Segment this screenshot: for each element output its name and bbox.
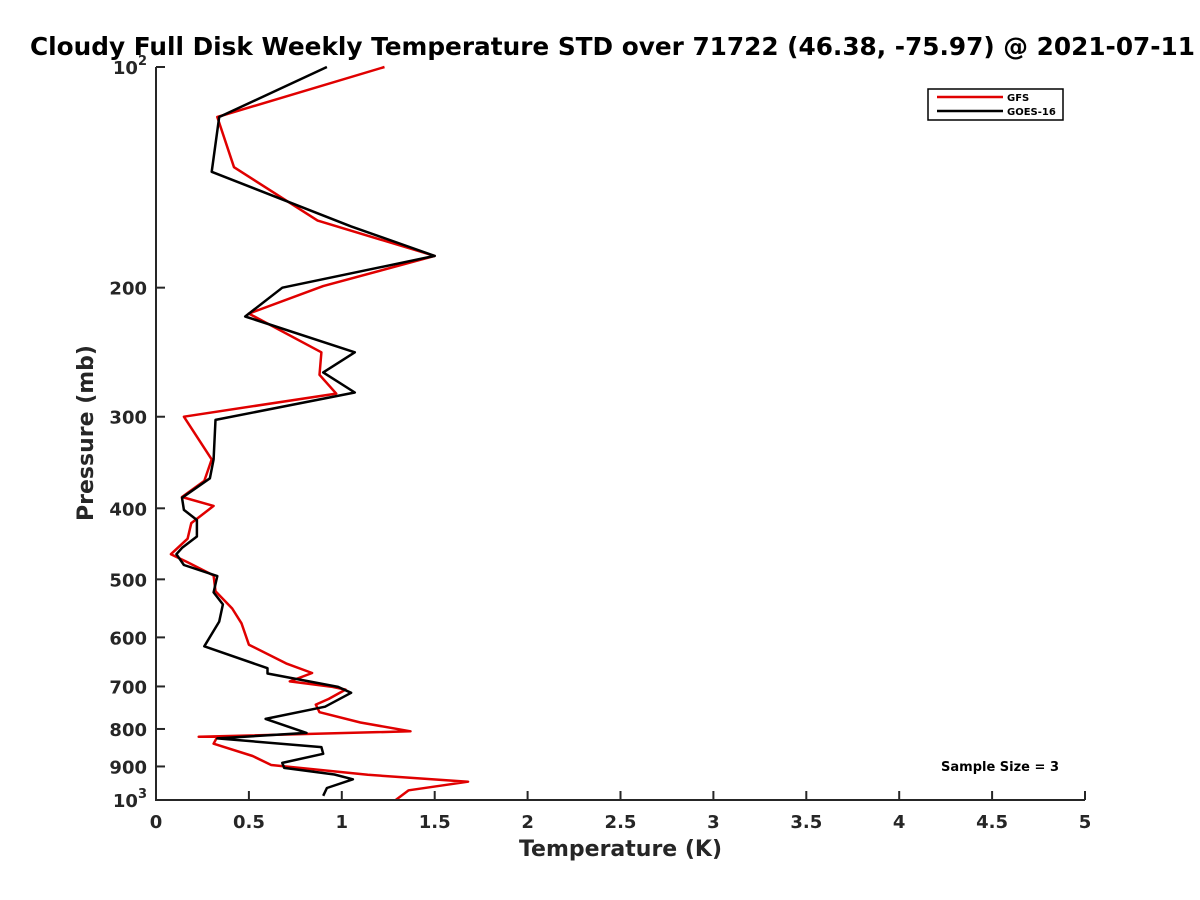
x-tick-label: 0.5 [233,812,265,833]
x-tick-label: 5 [1079,812,1092,833]
series-layer [169,65,470,802]
y-tick-label: 200 [109,279,147,300]
x-tick-label: 4 [893,812,906,833]
x-tick-label: 2 [521,812,534,833]
y-tick-label: 300 [109,408,147,429]
y-tick-label: 500 [109,570,147,591]
y-tick-label: 400 [109,499,147,520]
y-tick-label: 102 [113,54,147,79]
y-axis-label: Pressure (mb) [74,345,99,521]
legend: GFS GOES-16 [927,88,1064,121]
x-axis-label: Temperature (K) [519,837,722,862]
y-tick-label: 900 [109,757,147,778]
x-ticks: 0 0.5 1 1.5 2 2.5 3 3.5 4 4.5 5 [150,791,1092,833]
x-tick-label: 2.5 [605,812,637,833]
y-tick-label: 600 [109,628,147,649]
legend-box [927,88,1064,121]
x-tick-label: 3 [707,812,720,833]
x-tick-label: 1 [336,812,349,833]
y-tick-label: 103 [113,787,147,812]
y-tick-label: 700 [109,677,147,698]
legend-label: GFS [1007,93,1029,104]
legend-label: GOES-16 [1007,107,1056,118]
series-line-gfs [169,65,470,802]
y-ticks: 102 200 300 400 500 600 700 800 900 103 [109,54,165,812]
sample-size-annotation: Sample Size = 3 [941,760,1059,775]
x-tick-label: 4.5 [976,812,1008,833]
x-tick-label: 3.5 [790,812,822,833]
series-line-goes-16 [175,65,436,797]
x-tick-label: 1.5 [419,812,451,833]
chart-title: Cloudy Full Disk Weekly Temperature STD … [30,32,1195,61]
y-tick-label: 800 [109,720,147,741]
plot-area [156,67,1085,800]
x-tick-label: 0 [150,812,163,833]
